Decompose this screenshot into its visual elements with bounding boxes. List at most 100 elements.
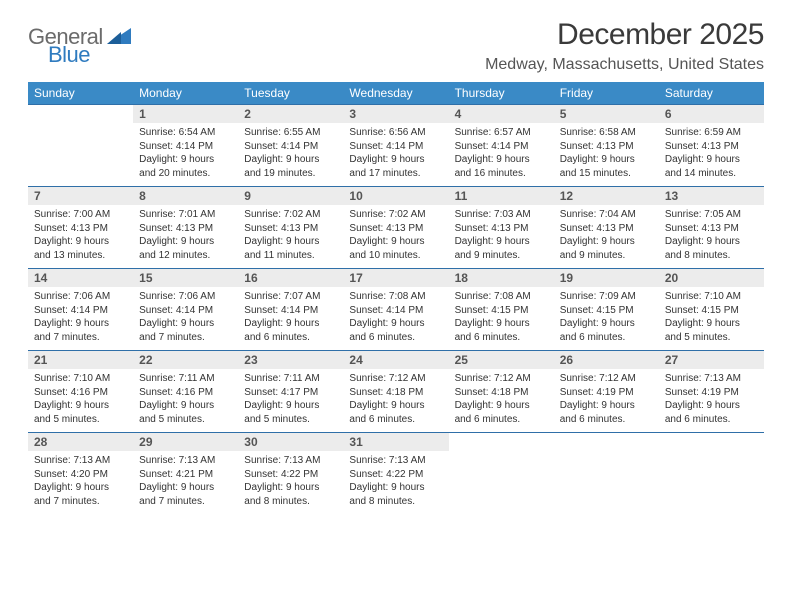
day-number-cell: 22	[133, 351, 238, 370]
daylight-line: Daylight: 9 hours and 5 minutes.	[139, 399, 232, 426]
day-number-cell: 31	[343, 433, 448, 452]
daylight-line: Daylight: 9 hours and 12 minutes.	[139, 235, 232, 262]
day-number-cell	[28, 105, 133, 124]
day-body-cell: Sunrise: 7:08 AMSunset: 4:15 PMDaylight:…	[449, 287, 554, 351]
col-sat: Saturday	[659, 82, 764, 105]
day-number-cell: 8	[133, 187, 238, 206]
sunrise-line: Sunrise: 7:12 AM	[560, 372, 653, 386]
daylight-line: Daylight: 9 hours and 9 minutes.	[455, 235, 548, 262]
sunset-line: Sunset: 4:17 PM	[244, 386, 337, 400]
day-number-cell: 4	[449, 105, 554, 124]
daylight-line: Daylight: 9 hours and 6 minutes.	[560, 399, 653, 426]
day-number-cell	[659, 433, 764, 452]
sunset-line: Sunset: 4:13 PM	[560, 140, 653, 154]
sunrise-line: Sunrise: 7:11 AM	[139, 372, 232, 386]
day-number-row: 123456	[28, 105, 764, 124]
daylight-line: Daylight: 9 hours and 8 minutes.	[244, 481, 337, 508]
daylight-line: Daylight: 9 hours and 16 minutes.	[455, 153, 548, 180]
day-number-cell: 17	[343, 269, 448, 288]
daylight-line: Daylight: 9 hours and 6 minutes.	[349, 317, 442, 344]
daylight-line: Daylight: 9 hours and 8 minutes.	[665, 235, 758, 262]
day-body-cell: Sunrise: 6:54 AMSunset: 4:14 PMDaylight:…	[133, 123, 238, 187]
sunrise-line: Sunrise: 7:00 AM	[34, 208, 127, 222]
sunrise-line: Sunrise: 7:01 AM	[139, 208, 232, 222]
daylight-line: Daylight: 9 hours and 15 minutes.	[560, 153, 653, 180]
month-title: December 2025	[485, 18, 764, 52]
calendar-table: Sunday Monday Tuesday Wednesday Thursday…	[28, 82, 764, 514]
sunrise-line: Sunrise: 7:06 AM	[34, 290, 127, 304]
day-number-cell: 28	[28, 433, 133, 452]
sunrise-line: Sunrise: 7:02 AM	[349, 208, 442, 222]
day-number-cell: 15	[133, 269, 238, 288]
day-number-cell: 24	[343, 351, 448, 370]
daylight-line: Daylight: 9 hours and 6 minutes.	[455, 399, 548, 426]
sunset-line: Sunset: 4:21 PM	[139, 468, 232, 482]
day-body-cell: Sunrise: 6:55 AMSunset: 4:14 PMDaylight:…	[238, 123, 343, 187]
day-body-cell	[659, 451, 764, 514]
daylight-line: Daylight: 9 hours and 19 minutes.	[244, 153, 337, 180]
day-body-cell: Sunrise: 7:09 AMSunset: 4:15 PMDaylight:…	[554, 287, 659, 351]
sunrise-line: Sunrise: 7:08 AM	[455, 290, 548, 304]
day-number-cell: 6	[659, 105, 764, 124]
day-body-cell: Sunrise: 6:57 AMSunset: 4:14 PMDaylight:…	[449, 123, 554, 187]
sunrise-line: Sunrise: 6:55 AM	[244, 126, 337, 140]
sunset-line: Sunset: 4:18 PM	[455, 386, 548, 400]
day-body-cell	[449, 451, 554, 514]
sunset-line: Sunset: 4:13 PM	[665, 222, 758, 236]
sunset-line: Sunset: 4:14 PM	[244, 140, 337, 154]
sunset-line: Sunset: 4:22 PM	[349, 468, 442, 482]
sunset-line: Sunset: 4:18 PM	[349, 386, 442, 400]
sunrise-line: Sunrise: 7:10 AM	[34, 372, 127, 386]
day-body-cell: Sunrise: 7:13 AMSunset: 4:22 PMDaylight:…	[238, 451, 343, 514]
day-body-row: Sunrise: 7:10 AMSunset: 4:16 PMDaylight:…	[28, 369, 764, 433]
logo-word2-wrap: Blue	[48, 42, 90, 68]
sunset-line: Sunset: 4:13 PM	[349, 222, 442, 236]
day-number-cell: 30	[238, 433, 343, 452]
day-body-cell: Sunrise: 7:13 AMSunset: 4:20 PMDaylight:…	[28, 451, 133, 514]
sunset-line: Sunset: 4:14 PM	[349, 304, 442, 318]
sunrise-line: Sunrise: 7:08 AM	[349, 290, 442, 304]
sunrise-line: Sunrise: 7:06 AM	[139, 290, 232, 304]
sunset-line: Sunset: 4:16 PM	[139, 386, 232, 400]
day-body-cell: Sunrise: 6:58 AMSunset: 4:13 PMDaylight:…	[554, 123, 659, 187]
day-number-cell: 3	[343, 105, 448, 124]
day-body-cell: Sunrise: 7:12 AMSunset: 4:18 PMDaylight:…	[449, 369, 554, 433]
daylight-line: Daylight: 9 hours and 5 minutes.	[244, 399, 337, 426]
day-body-cell: Sunrise: 7:06 AMSunset: 4:14 PMDaylight:…	[28, 287, 133, 351]
logo-word2: Blue	[48, 42, 90, 67]
daylight-line: Daylight: 9 hours and 20 minutes.	[139, 153, 232, 180]
sunset-line: Sunset: 4:15 PM	[560, 304, 653, 318]
sunset-line: Sunset: 4:16 PM	[34, 386, 127, 400]
daylight-line: Daylight: 9 hours and 6 minutes.	[455, 317, 548, 344]
day-number-cell: 11	[449, 187, 554, 206]
day-number-row: 28293031	[28, 433, 764, 452]
day-number-cell: 16	[238, 269, 343, 288]
day-number-cell	[449, 433, 554, 452]
sunrise-line: Sunrise: 6:54 AM	[139, 126, 232, 140]
sunrise-line: Sunrise: 6:57 AM	[455, 126, 548, 140]
sunrise-line: Sunrise: 6:59 AM	[665, 126, 758, 140]
col-thu: Thursday	[449, 82, 554, 105]
daylight-line: Daylight: 9 hours and 11 minutes.	[244, 235, 337, 262]
col-mon: Monday	[133, 82, 238, 105]
day-number-cell: 1	[133, 105, 238, 124]
sunrise-line: Sunrise: 7:13 AM	[244, 454, 337, 468]
daylight-line: Daylight: 9 hours and 6 minutes.	[244, 317, 337, 344]
day-body-cell: Sunrise: 7:11 AMSunset: 4:16 PMDaylight:…	[133, 369, 238, 433]
sunrise-line: Sunrise: 7:04 AM	[560, 208, 653, 222]
daylight-line: Daylight: 9 hours and 7 minutes.	[139, 317, 232, 344]
daylight-line: Daylight: 9 hours and 14 minutes.	[665, 153, 758, 180]
daylight-line: Daylight: 9 hours and 13 minutes.	[34, 235, 127, 262]
day-body-cell: Sunrise: 7:10 AMSunset: 4:16 PMDaylight:…	[28, 369, 133, 433]
day-body-cell: Sunrise: 7:12 AMSunset: 4:19 PMDaylight:…	[554, 369, 659, 433]
sunrise-line: Sunrise: 7:12 AM	[349, 372, 442, 386]
day-body-cell: Sunrise: 7:11 AMSunset: 4:17 PMDaylight:…	[238, 369, 343, 433]
day-number-cell: 23	[238, 351, 343, 370]
logo-triangle-icon	[107, 26, 131, 49]
day-body-cell: Sunrise: 7:02 AMSunset: 4:13 PMDaylight:…	[238, 205, 343, 269]
day-number-cell: 12	[554, 187, 659, 206]
daylight-line: Daylight: 9 hours and 6 minutes.	[665, 399, 758, 426]
daylight-line: Daylight: 9 hours and 7 minutes.	[34, 317, 127, 344]
sunset-line: Sunset: 4:14 PM	[244, 304, 337, 318]
day-number-cell: 21	[28, 351, 133, 370]
